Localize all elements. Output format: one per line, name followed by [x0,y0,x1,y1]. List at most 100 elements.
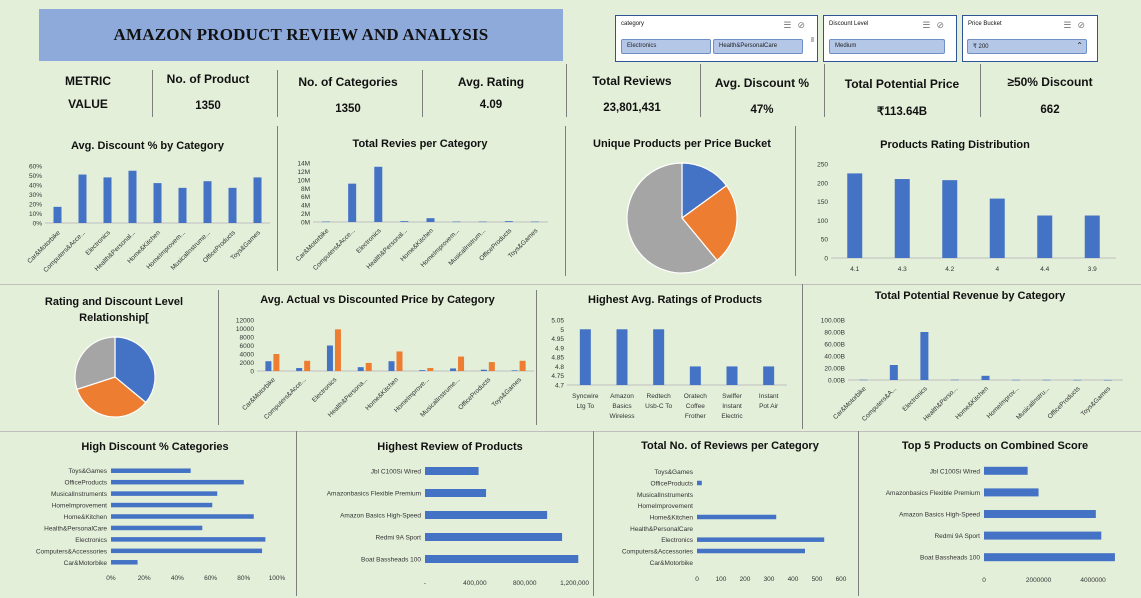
slicer-item-health[interactable]: Health&PersonalCare [713,39,803,54]
y-tick-label: Home&Kitchen [650,515,694,522]
x-tick-label: 4 [995,266,999,273]
x-tick-label: 800,000 [513,580,537,587]
y-tick-label: Health&PersonalCare [630,526,693,533]
bar [304,360,311,371]
page-title: AMAZON PRODUCT REVIEW AND ANALYSIS [113,25,489,44]
bar [357,367,364,371]
y-tick-label: 4000 [240,352,255,359]
y-tick-label: 5.05 [551,318,564,325]
x-tick-label: 0% [106,575,116,582]
bar [253,177,262,223]
y-tick-label: 5 [560,327,564,334]
row-divider [0,284,1141,285]
pie-slice [74,336,116,391]
clear-filter-icon[interactable]: ⊘ [1077,20,1091,30]
multi-select-icon[interactable]: ☰ [783,20,798,30]
bar [480,369,487,371]
bar [365,362,372,371]
slicer-item-price[interactable]: ₹ 200 ⌃ [967,39,1087,54]
y-tick-label: Amazon Basics High-Speed [899,512,980,519]
kpi-divider [566,64,567,117]
kpi-value-potential-price: ₹113.64B [876,106,928,118]
actual-vs-discounted-chart: 020004000600080001000012000Car&Motorbike… [236,318,534,421]
slicer-toolbar: ☰⊘ [783,20,811,31]
panel-divider [277,126,278,271]
multi-select-icon[interactable]: ☰ [1063,20,1078,30]
slicer-item-electronics[interactable]: Electronics [621,39,711,54]
y-tick-label: Electronics [661,537,694,544]
y-tick-label: 100 [817,218,828,225]
multi-select-icon[interactable]: ☰ [922,20,937,30]
kpi-divider [422,70,423,117]
bar [178,187,187,223]
y-tick-label: Redmi 9A Sport [375,535,421,542]
bar [111,560,138,565]
bar [1037,215,1053,258]
x-tick-label: Wireless [610,413,636,420]
kpi-label-categories: No. of Categories [298,75,398,89]
bar [334,329,341,371]
bar [425,555,579,563]
x-tick-label: Frother [685,413,707,420]
x-tick-label: Electronics [901,385,929,413]
y-tick-label: Boat Bassheads 100 [920,555,980,562]
y-tick-label: Car&Motorbike [64,560,108,567]
slicer-scrollbar[interactable] [811,37,814,42]
x-tick-label: Instant [722,403,742,410]
chart-title-highest-avg-ratings: Highest Avg. Ratings of Products [588,294,762,306]
bar [981,375,990,380]
slicer-item-medium[interactable]: Medium [829,39,945,54]
bar [984,553,1115,562]
top5-combined-score-chart: 0 2000000 4000000 Jbl C100Si Wired Amazonbas… [886,466,1115,584]
y-tick-label: 20% [29,202,42,209]
bar [426,218,435,222]
x-tick-label: Toys&Games [491,376,524,409]
dashboard-title-banner: AMAZON PRODUCT REVIEW AND ANALYSIS [39,9,563,61]
x-tick-label: 4.1 [850,266,859,273]
kpi-divider [980,64,981,117]
slicer-item-price-label: ₹ 200 [973,44,989,50]
discount-level-slicer[interactable]: Discount Level ☰⊘ Medium [823,15,957,62]
bar [296,368,303,371]
pie-slice [681,162,728,220]
pie-slice [114,336,156,404]
kpi-label-reviews: Total Reviews [592,74,672,88]
y-tick-label: 50 [821,237,829,244]
x-tick-label: 600 [836,576,847,583]
bar [697,480,702,486]
panel-divider [802,284,803,429]
bar [894,179,910,258]
chart-title-products-per-price-bucket: Unique Products per Price Bucket [593,138,771,150]
x-tick-label: 4.2 [945,266,954,273]
y-tick-label: Computers&Accessories [36,548,108,555]
x-tick-label: Swiffer [722,393,743,400]
x-tick-label: Usb-C To [645,403,672,410]
y-tick-label: Computers&Accessories [622,549,694,556]
potential-revenue-chart: 0.00B20.00B40.00B60.00B80.00B100.00BCar&… [821,318,1123,423]
clear-filter-icon[interactable]: ⊘ [797,20,811,30]
y-tick-label: HomeImprovement [638,503,693,510]
clear-filter-icon[interactable]: ⊘ [936,20,950,30]
y-tick-label: Jbl C100Si Wired [371,469,422,476]
bar [1103,379,1112,381]
x-tick-label: 200 [740,576,751,583]
y-tick-label: 14M [297,161,310,168]
chart-title-high-discount-categories: High Discount % Categories [81,441,229,453]
y-tick-label: 4.85 [551,355,564,362]
y-tick-label: 0.00B [828,378,845,385]
bar [111,479,244,485]
bar [984,510,1096,518]
price-bucket-slicer[interactable]: Price Bucket ☰⊘ ₹ 200 ⌃ [962,15,1098,62]
y-tick-label: 30% [29,192,42,199]
y-tick-label: 4.95 [551,336,564,343]
y-tick-label: Amazonbasics Flexible Premium [327,491,421,498]
x-tick-label: Syncwire [572,393,599,400]
x-tick-label: Oratech [684,393,708,400]
reviews-per-category-h-chart: 0 100 200 300 400 500 600 Toys&Games OfficeProdu… [622,469,847,583]
discount-by-category-chart: 0%10%20%30%40%50%60%Car&MotorbikeCompute… [26,164,270,274]
bar [726,366,738,385]
category-slicer[interactable]: category ☰⊘ Electronics Health&PersonalC… [615,15,818,62]
bar [511,370,518,371]
kpi-value-categories: 1350 [335,103,361,115]
x-tick-label: 500 [812,576,823,583]
